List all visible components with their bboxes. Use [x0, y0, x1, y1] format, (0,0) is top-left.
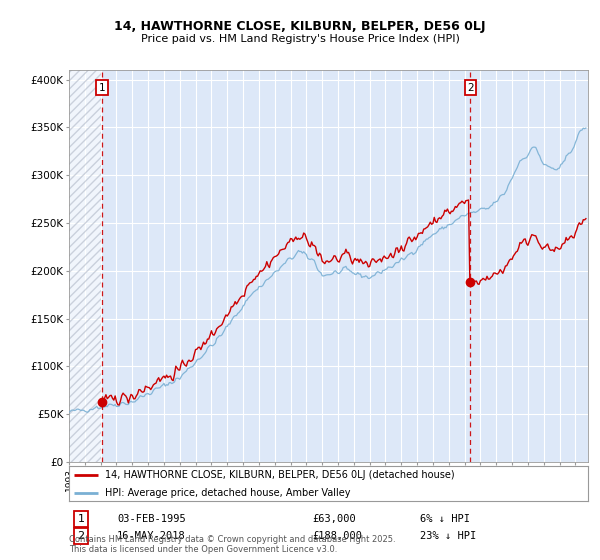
Text: 2: 2 — [77, 531, 85, 541]
Text: 16-MAY-2018: 16-MAY-2018 — [117, 531, 186, 541]
Text: 23% ↓ HPI: 23% ↓ HPI — [420, 531, 476, 541]
Text: Price paid vs. HM Land Registry's House Price Index (HPI): Price paid vs. HM Land Registry's House … — [140, 34, 460, 44]
Text: £188,000: £188,000 — [312, 531, 362, 541]
Text: 14, HAWTHORNE CLOSE, KILBURN, BELPER, DE56 0LJ (detached house): 14, HAWTHORNE CLOSE, KILBURN, BELPER, DE… — [106, 470, 455, 480]
Text: £63,000: £63,000 — [312, 514, 356, 524]
Text: 1: 1 — [98, 83, 105, 92]
Text: 2: 2 — [467, 83, 474, 92]
Text: 6% ↓ HPI: 6% ↓ HPI — [420, 514, 470, 524]
Text: 03-FEB-1995: 03-FEB-1995 — [117, 514, 186, 524]
Text: Contains HM Land Registry data © Crown copyright and database right 2025.
This d: Contains HM Land Registry data © Crown c… — [69, 535, 395, 554]
Text: HPI: Average price, detached house, Amber Valley: HPI: Average price, detached house, Ambe… — [106, 488, 351, 498]
FancyBboxPatch shape — [69, 70, 101, 462]
Text: 14, HAWTHORNE CLOSE, KILBURN, BELPER, DE56 0LJ: 14, HAWTHORNE CLOSE, KILBURN, BELPER, DE… — [114, 20, 486, 32]
Text: 1: 1 — [77, 514, 85, 524]
